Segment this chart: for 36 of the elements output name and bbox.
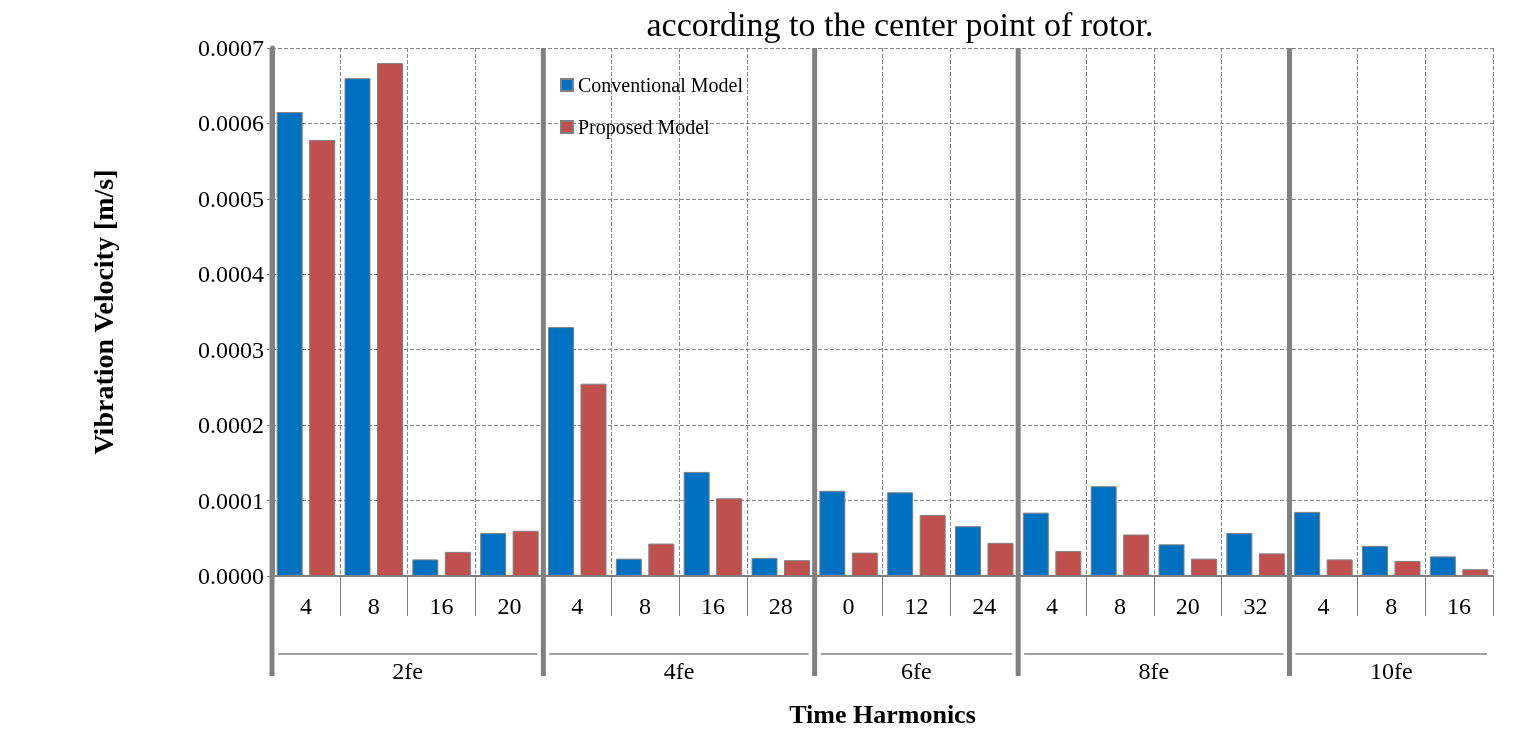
x-tick-label: 8 [367,593,380,619]
y-axis-title: Vibration Velocity [m/s] [87,169,119,455]
x-tick-label: 16 [700,593,725,619]
x-tick-label: 32 [1243,593,1268,619]
y-tick-label: 0.0002 [198,412,264,439]
x-tick-label: 16 [1447,593,1472,619]
x-tick-label: 8 [1113,593,1126,619]
y-tick-label: 0.0007 [198,35,264,61]
x-tick-label: 20 [1175,593,1200,619]
x-axis-title: Time Harmonics [789,699,976,729]
y-tick-label: 0.0006 [198,110,264,137]
x-tick-label: 4 [1046,593,1059,619]
x-tick-label: 4 [571,593,584,619]
y-tick-label: 0.0004 [198,261,264,288]
y-tick-label: 0.0005 [198,185,264,212]
x-tick-label: 8 [1385,593,1398,619]
text: 2fe [392,658,423,684]
chart-title: according to the center point of rotor. [646,5,1154,43]
x-tick-label: 20 [497,593,522,619]
legend-label: Proposed Model [578,116,711,139]
text: 6fe [901,658,932,684]
text: 8fe [1138,658,1170,684]
y-tick-label: 0.0000 [198,563,264,589]
x-tick-label: 16 [429,593,454,619]
text: 10fe [1369,658,1413,684]
x-tick-label: 12 [904,593,929,619]
x-tick-label: 24 [972,593,997,619]
legend-label: Conventional Model [578,74,744,96]
x-tick-label: 8 [639,593,652,619]
x-tick-label: 0 [842,593,855,619]
y-tick-label: 0.0003 [198,336,264,363]
y-tick-label: 0.0001 [198,487,264,514]
x-tick-label: 4 [299,593,312,619]
text: 4fe [663,658,695,684]
x-tick-label: 28 [768,593,793,619]
x-tick-label: 4 [1317,593,1330,619]
